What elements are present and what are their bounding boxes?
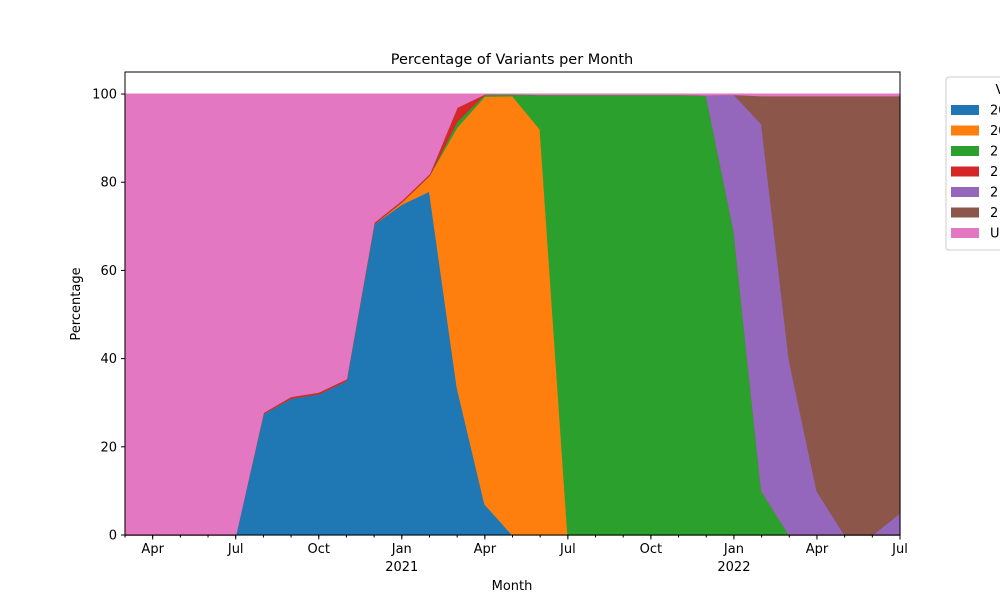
x-tick-year-label: 2022 bbox=[717, 560, 750, 575]
stacked-areas bbox=[124, 93, 901, 536]
legend-label: 2 bbox=[990, 206, 998, 221]
legend: V 20 20 2 2 2 2 U bbox=[945, 76, 1000, 251]
legend-label: 2 bbox=[990, 165, 998, 180]
legend-swatch bbox=[951, 125, 979, 136]
legend-swatch bbox=[951, 207, 979, 218]
legend-label: U bbox=[990, 227, 1000, 242]
legend-label: 2 bbox=[990, 186, 998, 201]
legend-items: 20 20 2 2 2 2 U bbox=[951, 104, 1000, 242]
x-tick-year-label: 2021 bbox=[385, 560, 418, 575]
x-tick-label: Apr bbox=[141, 542, 164, 557]
legend-box bbox=[945, 76, 1000, 251]
y-axis-ticks: 0 20 40 60 80 100 bbox=[92, 88, 125, 544]
y-tick-label: 100 bbox=[92, 88, 117, 103]
x-tick-label: Oct bbox=[308, 542, 330, 557]
chart-title: Percentage of Variants per Month bbox=[391, 52, 634, 68]
legend-label: 20 bbox=[990, 124, 1000, 139]
legend-swatch bbox=[951, 166, 979, 177]
x-tick-label: Jul bbox=[891, 542, 908, 557]
legend-swatch bbox=[951, 228, 979, 238]
legend-label: 2 bbox=[990, 145, 998, 160]
x-tick-label: Oct bbox=[640, 542, 662, 557]
x-tick-label: Apr bbox=[806, 542, 829, 557]
x-axis-label: Month bbox=[492, 579, 533, 594]
legend-swatch bbox=[951, 105, 979, 115]
legend-title: V bbox=[996, 83, 1000, 98]
x-tick-label: Jan bbox=[391, 542, 412, 557]
x-tick-label: Jul bbox=[227, 542, 244, 557]
y-axis-label: Percentage bbox=[69, 267, 84, 340]
x-tick-label: Apr bbox=[474, 542, 497, 557]
y-tick-label: 60 bbox=[100, 264, 117, 279]
legend-label: 20 bbox=[990, 104, 1000, 119]
y-tick-label: 40 bbox=[100, 352, 117, 367]
legend-swatch bbox=[951, 146, 979, 156]
y-tick-label: 80 bbox=[100, 176, 117, 191]
legend-swatch bbox=[951, 187, 979, 197]
x-tick-label: Jan bbox=[723, 542, 744, 557]
y-tick-label: 20 bbox=[100, 440, 117, 455]
y-tick-label: 0 bbox=[109, 529, 117, 544]
x-tick-label: Jul bbox=[559, 542, 576, 557]
x-axis-ticks: Apr Jul Oct Jan 2021 Apr Jul Oct Jan 2022 Apr Jul bbox=[124, 535, 908, 575]
